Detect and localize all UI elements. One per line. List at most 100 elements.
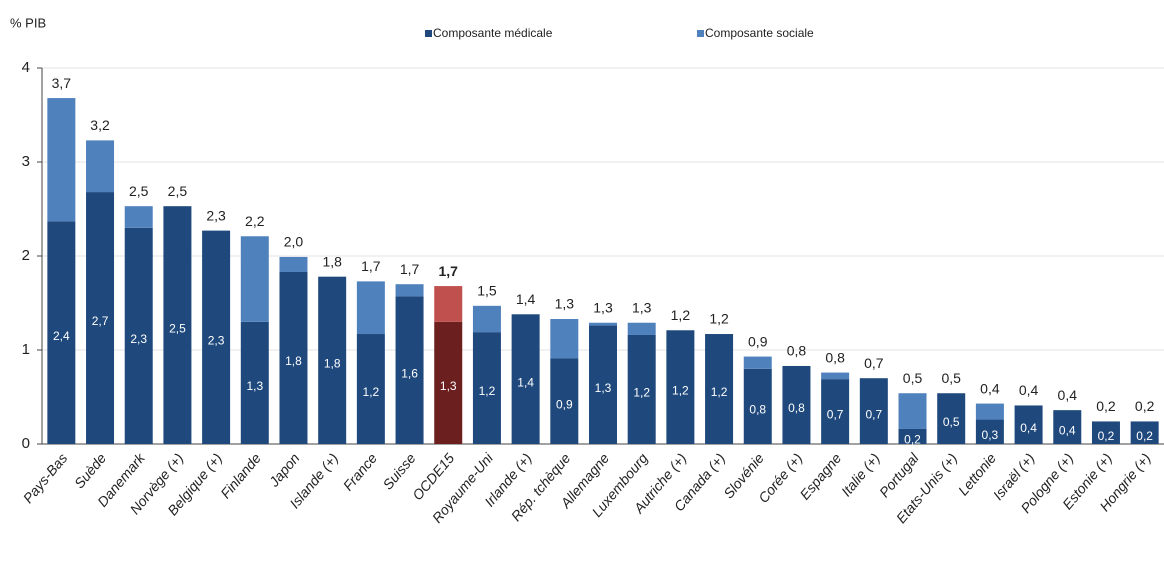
total-label: 1,3 (632, 299, 652, 315)
bar-segment (279, 271, 308, 444)
bar-segment (550, 358, 579, 444)
bar-segment (395, 284, 424, 297)
bar-segment (627, 322, 656, 335)
bar-label: 1,2 (633, 386, 650, 400)
x-tick-label: Finlande (217, 450, 264, 502)
x-tick-label: Suisse (379, 450, 418, 493)
bar-segment (434, 321, 463, 444)
bar-label: 0,7 (865, 407, 882, 421)
total-label: 1,7 (400, 261, 420, 277)
bar-label: 2,3 (130, 332, 147, 346)
bar-segment (356, 334, 385, 444)
bar-segment (318, 276, 347, 444)
total-label: 0,7 (864, 355, 884, 371)
bar-segment (434, 286, 463, 322)
bar-label: 2,4 (53, 329, 70, 343)
total-label: 2,0 (284, 234, 304, 250)
bar-segment (163, 206, 192, 444)
bar-segment (666, 330, 695, 444)
bar-segment (124, 227, 153, 444)
bar-label: 1,3 (440, 379, 457, 393)
total-label: 1,8 (322, 253, 342, 269)
legend-label: Composante sociale (705, 26, 814, 40)
total-label: 1,2 (709, 311, 729, 327)
total-label: 0,5 (903, 370, 923, 386)
bar-segment (1053, 410, 1082, 444)
bar-segment (472, 305, 501, 333)
y-axis-label: % PIB (10, 15, 46, 30)
bar-segment (1014, 405, 1043, 444)
bar-label: 1,2 (479, 384, 496, 398)
bar-segment (743, 356, 772, 369)
bar-label: 0,9 (556, 397, 573, 411)
total-label: 2,5 (168, 183, 188, 199)
bar-segment (589, 322, 617, 326)
bar-segment (898, 393, 927, 429)
bar-label: 0,7 (827, 408, 844, 422)
bar-segment (589, 325, 617, 444)
y-tick-label: 4 (22, 59, 30, 76)
total-label: 1,7 (361, 258, 381, 274)
bar-segment (898, 428, 927, 444)
x-tick-label: Espagne (796, 450, 844, 503)
bar-label: 1,3 (246, 379, 263, 393)
legend-swatch (425, 30, 432, 37)
bar-label: 1,2 (711, 385, 728, 399)
bar-segment (975, 403, 1004, 420)
bar-label: 0,8 (788, 401, 805, 415)
bar-label: 2,3 (208, 333, 225, 347)
x-tick-label: France (340, 450, 380, 494)
total-label: 2,5 (129, 183, 149, 199)
bar-label: 1,3 (595, 381, 612, 395)
total-label: 1,2 (671, 307, 691, 323)
bar-segment (356, 281, 385, 335)
x-tick-label: Pays-Bas (20, 450, 71, 506)
bar-segment (1130, 421, 1159, 444)
total-label: 1,4 (516, 291, 536, 307)
total-label: 0,8 (825, 349, 845, 365)
bar-label: 0,2 (1136, 429, 1153, 443)
bar-segment (124, 206, 153, 228)
bar-segment (859, 378, 888, 444)
bar-label: 0,4 (1020, 421, 1037, 435)
legend-label: Composante médicale (433, 26, 553, 40)
total-label: 0,5 (941, 370, 961, 386)
x-tick-label: Suède (71, 450, 109, 491)
bar-segment (240, 321, 269, 444)
x-tick-label: Italie (+) (838, 450, 883, 499)
bar-label: 0,4 (1059, 423, 1076, 437)
bar-label: 2,7 (92, 314, 109, 328)
bar-label: 0,2 (904, 433, 921, 447)
bar-label: 1,8 (285, 354, 302, 368)
bar-label: 1,2 (672, 383, 689, 397)
bar-label: 1,4 (517, 375, 534, 389)
total-label: 0,2 (1096, 398, 1116, 414)
legend-swatch (697, 30, 704, 37)
bar-segment (240, 236, 269, 322)
bar-label: 2,5 (169, 321, 186, 335)
y-tick-label: 0 (22, 435, 30, 452)
total-label: 0,4 (980, 380, 1000, 396)
total-label: 1,7 (439, 263, 459, 279)
total-label: 1,3 (593, 299, 613, 315)
bar-segment (937, 393, 966, 444)
bar-segment (627, 334, 656, 444)
total-label: 0,9 (748, 333, 768, 349)
total-label: 0,2 (1135, 398, 1155, 414)
bar-segment (47, 221, 76, 444)
y-tick-label: 2 (22, 247, 30, 264)
bar-segment (395, 296, 424, 444)
bar-segment (511, 314, 540, 444)
y-tick-label: 1 (22, 341, 30, 358)
bar-label: 1,6 (401, 366, 418, 380)
bar-segment (279, 256, 308, 272)
total-label: 2,3 (206, 207, 226, 223)
bar-segment (821, 379, 850, 444)
bar-segment (1091, 421, 1120, 444)
x-tick-label: Japon (265, 450, 303, 490)
total-label: 0,4 (1019, 382, 1039, 398)
bar-label: 0,3 (982, 428, 999, 442)
bar-segment (47, 98, 76, 222)
total-label: 0,4 (1058, 387, 1078, 403)
